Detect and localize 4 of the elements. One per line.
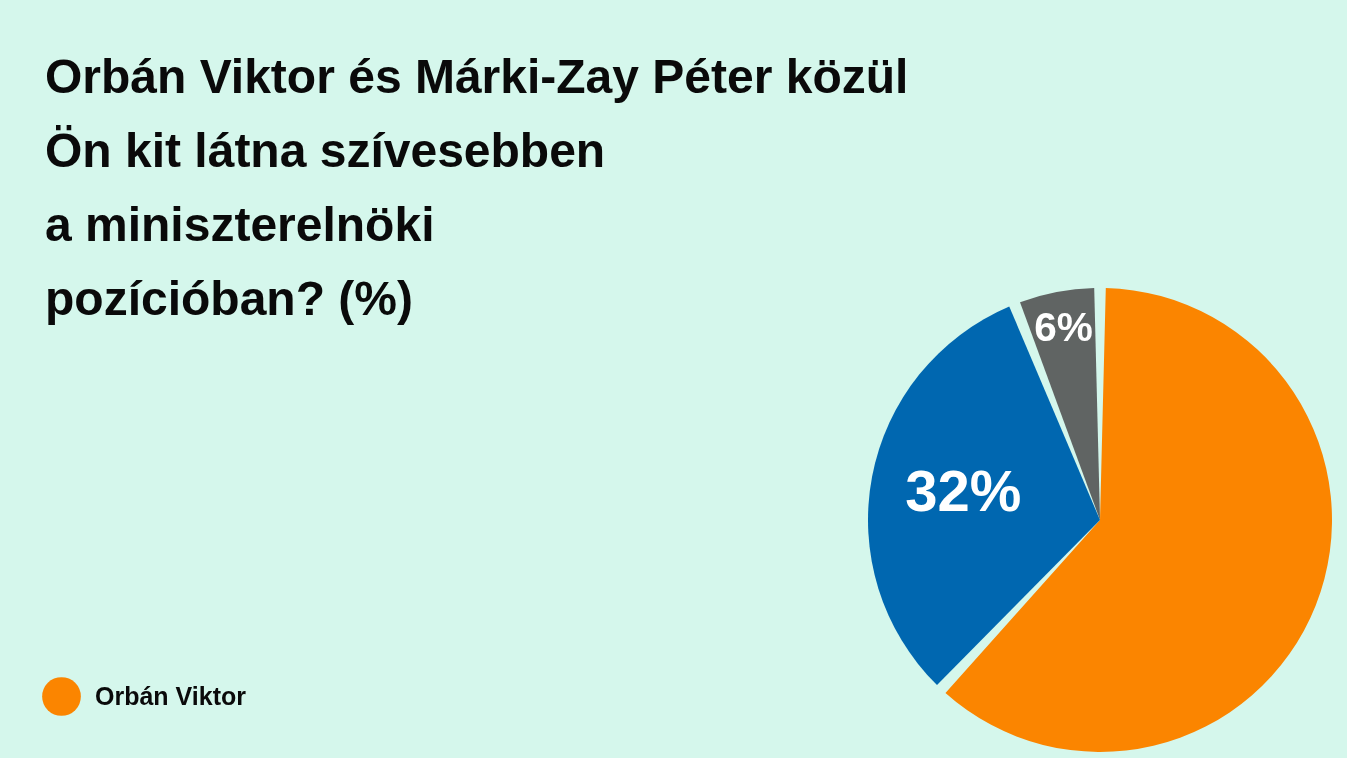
chart-title: Orbán Viktor és Márki-Zay Péter közül Ön kit látna szívesebben a miniszterelnöki pozícióban? (%) (45, 49, 909, 327)
legend-label: Orbán Viktor (95, 681, 247, 710)
data-label: 6% (1034, 303, 1093, 350)
data-label: 32% (905, 457, 1022, 523)
